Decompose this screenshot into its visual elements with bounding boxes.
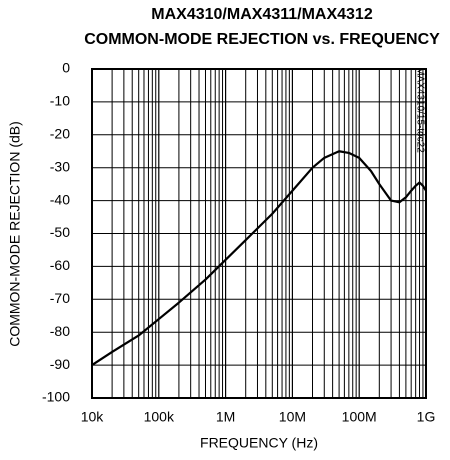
y-tick-label: -80 xyxy=(50,323,70,339)
y-axis-label: COMMON-MODE REJECTION (dB) xyxy=(7,121,23,347)
y-tick-label: -30 xyxy=(50,158,70,174)
x-axis-label: FREQUENCY (Hz) xyxy=(200,435,318,451)
x-tick-label: 100k xyxy=(144,409,175,425)
y-tick-label: -20 xyxy=(50,126,70,142)
chart-title: MAX4310/MAX4311/MAX4312 xyxy=(151,6,373,23)
y-tick-label: -90 xyxy=(50,356,70,372)
x-tick-label: 100M xyxy=(342,409,377,425)
plot-frame xyxy=(91,68,427,399)
data-line xyxy=(91,150,427,367)
y-tick-label: -70 xyxy=(50,290,70,306)
x-tick-label: 1M xyxy=(216,409,235,425)
y-tick-label: -10 xyxy=(50,93,70,109)
x-tick-label: 1G xyxy=(417,409,436,425)
y-tick-label: 0 xyxy=(62,60,70,76)
y-tick-label: -100 xyxy=(42,389,70,405)
y-tick-label: -40 xyxy=(50,191,70,207)
y-tick-label: -50 xyxy=(50,224,70,240)
x-tick-label: 10k xyxy=(81,409,105,425)
x-tick-label: 10M xyxy=(279,409,306,425)
chart-subtitle: COMMON-MODE REJECTION vs. FREQUENCY xyxy=(84,31,440,48)
y-tick-label: -60 xyxy=(50,257,70,273)
